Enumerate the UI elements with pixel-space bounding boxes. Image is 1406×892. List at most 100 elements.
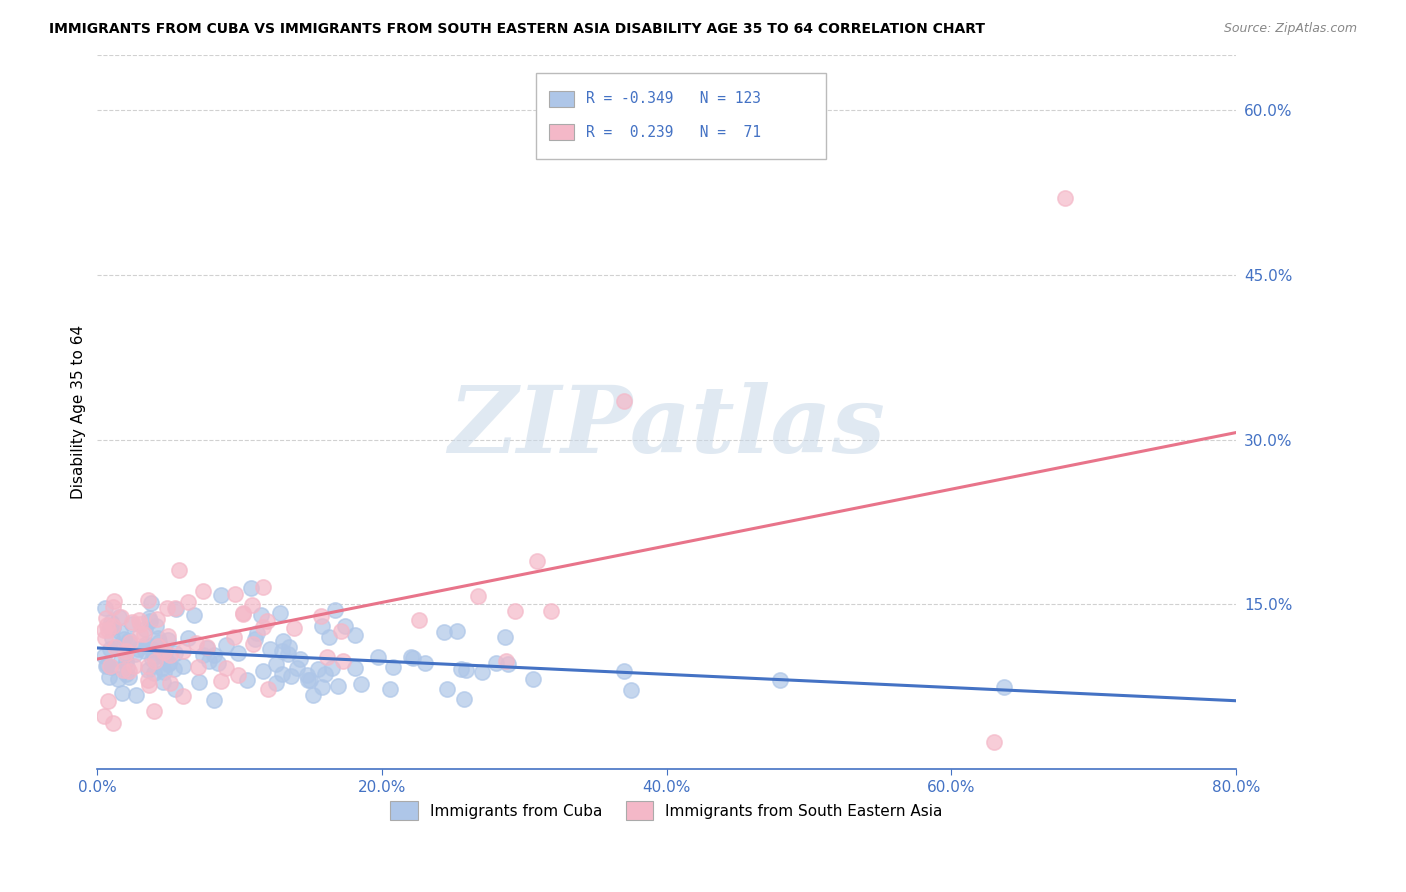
Point xyxy=(326,679,349,693)
Point xyxy=(157,657,180,671)
Point xyxy=(155,644,177,658)
Point xyxy=(232,607,254,621)
Point xyxy=(138,678,160,692)
Point xyxy=(97,693,120,707)
Point xyxy=(98,670,121,684)
Point xyxy=(118,664,141,678)
Point xyxy=(118,670,141,684)
Point xyxy=(118,632,141,647)
Point xyxy=(141,596,163,610)
Point xyxy=(134,644,156,658)
Point xyxy=(172,644,194,658)
Point xyxy=(135,637,157,651)
Point xyxy=(620,682,643,697)
Point xyxy=(249,608,271,623)
Point xyxy=(224,586,246,600)
Point xyxy=(207,656,229,670)
Point xyxy=(107,673,129,687)
Point xyxy=(240,581,263,595)
Point xyxy=(242,637,264,651)
Point xyxy=(367,649,389,664)
Point xyxy=(332,654,354,668)
Point xyxy=(96,618,118,632)
Point xyxy=(343,627,366,641)
Point xyxy=(107,640,129,655)
Point xyxy=(264,676,287,690)
Point xyxy=(613,394,636,409)
Point xyxy=(202,693,225,707)
Point xyxy=(232,607,254,621)
Point xyxy=(129,626,152,640)
Point xyxy=(399,649,422,664)
Point xyxy=(145,619,167,633)
Point xyxy=(456,663,478,677)
Point xyxy=(215,638,238,652)
Point xyxy=(450,662,472,676)
Point xyxy=(143,666,166,681)
Point xyxy=(380,682,402,697)
Point xyxy=(121,617,143,632)
Point xyxy=(159,676,181,690)
Point xyxy=(114,647,136,661)
Point xyxy=(136,663,159,677)
Point xyxy=(97,624,120,638)
Point xyxy=(94,611,117,625)
Point xyxy=(93,632,115,646)
Point xyxy=(132,627,155,641)
Point xyxy=(323,603,346,617)
Point xyxy=(138,659,160,673)
Point xyxy=(184,635,207,649)
Point xyxy=(135,639,157,653)
Point xyxy=(309,608,332,623)
Point xyxy=(136,673,159,687)
Point xyxy=(446,624,468,638)
Point xyxy=(110,624,132,639)
Point xyxy=(93,709,115,723)
Text: IMMIGRANTS FROM CUBA VS IMMIGRANTS FROM SOUTH EASTERN ASIA DISABILITY AGE 35 TO : IMMIGRANTS FROM CUBA VS IMMIGRANTS FROM … xyxy=(49,22,986,37)
Point xyxy=(993,680,1015,694)
Point xyxy=(159,648,181,662)
Bar xyxy=(550,91,574,106)
Point xyxy=(117,636,139,650)
Point xyxy=(93,623,115,637)
Point xyxy=(273,634,295,648)
Point xyxy=(1053,191,1076,205)
Point xyxy=(222,631,245,645)
Point xyxy=(209,673,232,688)
Point xyxy=(165,602,187,616)
Point xyxy=(245,632,267,647)
Point xyxy=(110,653,132,667)
Point xyxy=(271,667,294,681)
Point xyxy=(540,604,562,618)
Point xyxy=(226,646,249,660)
Point xyxy=(120,635,142,649)
Point xyxy=(108,609,131,624)
Text: Source: ZipAtlas.com: Source: ZipAtlas.com xyxy=(1223,22,1357,36)
Point xyxy=(115,644,138,658)
Point xyxy=(402,650,425,665)
Point xyxy=(136,592,159,607)
Point xyxy=(143,704,166,718)
Point xyxy=(124,689,146,703)
Point xyxy=(111,686,134,700)
Point xyxy=(311,680,333,694)
Point xyxy=(252,619,274,633)
Point xyxy=(330,624,353,639)
Point xyxy=(496,657,519,672)
Point xyxy=(494,631,516,645)
Point xyxy=(94,601,117,615)
Point xyxy=(307,661,329,675)
Point xyxy=(146,639,169,653)
Point xyxy=(277,647,299,661)
Point xyxy=(314,667,336,681)
Point xyxy=(115,667,138,681)
Point xyxy=(202,648,225,663)
Point xyxy=(495,654,517,668)
Point xyxy=(252,581,274,595)
Point xyxy=(471,665,494,679)
Point xyxy=(121,615,143,630)
Bar xyxy=(550,124,574,140)
Point xyxy=(172,689,194,703)
Point xyxy=(112,632,135,647)
Point xyxy=(467,589,489,603)
